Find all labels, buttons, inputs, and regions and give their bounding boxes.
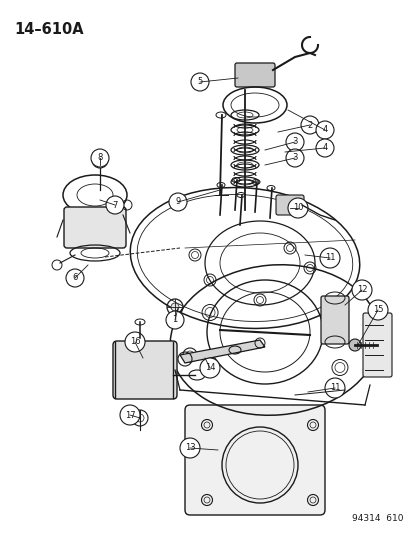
Circle shape xyxy=(315,139,333,157)
FancyBboxPatch shape xyxy=(185,405,324,515)
FancyBboxPatch shape xyxy=(362,313,391,377)
FancyBboxPatch shape xyxy=(113,341,177,399)
Circle shape xyxy=(171,303,178,311)
Text: 16: 16 xyxy=(129,337,140,346)
Text: 4: 4 xyxy=(322,125,327,134)
Circle shape xyxy=(66,269,84,287)
Text: 12: 12 xyxy=(356,286,366,295)
Circle shape xyxy=(166,311,183,329)
Circle shape xyxy=(300,116,318,134)
FancyBboxPatch shape xyxy=(320,296,348,344)
Circle shape xyxy=(287,198,307,218)
FancyBboxPatch shape xyxy=(64,207,126,248)
Circle shape xyxy=(315,121,333,139)
Text: 2: 2 xyxy=(306,120,312,130)
Circle shape xyxy=(285,149,303,167)
Text: 14–610A: 14–610A xyxy=(14,22,83,37)
Circle shape xyxy=(125,332,145,352)
Circle shape xyxy=(351,280,371,300)
Circle shape xyxy=(367,300,387,320)
Text: 13: 13 xyxy=(184,443,195,453)
Text: 7: 7 xyxy=(112,200,117,209)
Text: 10: 10 xyxy=(292,204,302,213)
Circle shape xyxy=(319,248,339,268)
Text: 94314  610: 94314 610 xyxy=(351,514,403,523)
Text: 15: 15 xyxy=(372,305,382,314)
Circle shape xyxy=(348,339,360,351)
Text: 6: 6 xyxy=(72,273,78,282)
Text: 4: 4 xyxy=(322,143,327,152)
Circle shape xyxy=(120,405,140,425)
Text: 5: 5 xyxy=(197,77,202,86)
Circle shape xyxy=(190,73,209,91)
Text: 11: 11 xyxy=(324,254,335,262)
Circle shape xyxy=(199,358,219,378)
Text: 17: 17 xyxy=(124,410,135,419)
Text: 9: 9 xyxy=(175,198,180,206)
Text: 3: 3 xyxy=(292,138,297,147)
Circle shape xyxy=(324,378,344,398)
Circle shape xyxy=(91,149,109,167)
Circle shape xyxy=(180,438,199,458)
Text: 8: 8 xyxy=(97,154,102,163)
Polygon shape xyxy=(180,340,264,363)
Circle shape xyxy=(106,196,124,214)
Text: 11: 11 xyxy=(329,384,339,392)
Text: 1: 1 xyxy=(172,316,177,325)
Circle shape xyxy=(285,133,303,151)
FancyBboxPatch shape xyxy=(275,195,303,215)
Text: 14: 14 xyxy=(204,364,215,373)
FancyBboxPatch shape xyxy=(235,63,274,87)
Circle shape xyxy=(169,193,187,211)
Text: 3: 3 xyxy=(292,154,297,163)
